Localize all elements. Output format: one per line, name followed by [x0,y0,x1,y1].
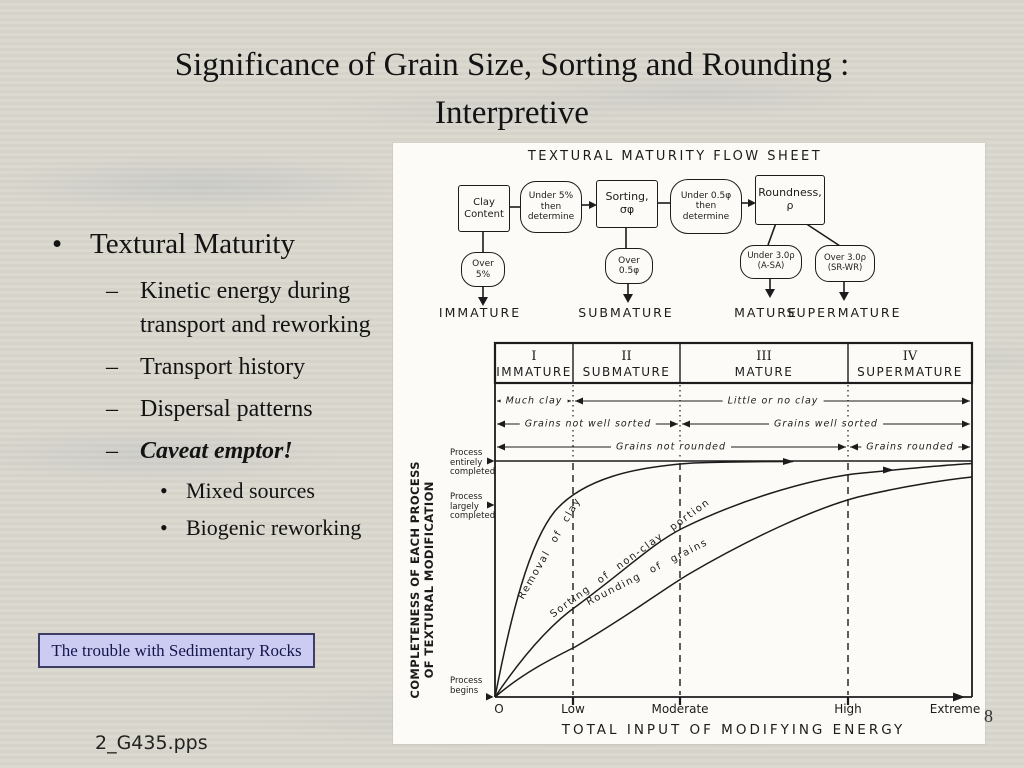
flow-decision-under-05phi: Under 0.5φ then determine [670,179,742,234]
flow-oval-under-3rho: Under 3.0ρ (A-SA) [740,245,802,279]
bullet-text: Caveat emptor! [140,438,293,465]
stage-column-3: III MATURE [680,344,848,383]
slide-title: Significance of Grain Size, Sorting and … [0,42,1024,137]
x-tick-low: Low [561,702,585,716]
x-tick-0: O [494,702,504,716]
y-annotation-largely-completed: Process largely completed [450,492,496,522]
stage-numeral: IV [902,348,918,364]
stage-numeral: II [621,348,632,364]
bullet-icon: • [52,228,63,260]
flow-oval-over-5pct: Over 5% [461,252,505,287]
footer-filename: 2_G435.pps [95,732,208,754]
flow-outcome-submature: SUBMATURE [578,305,674,320]
stage-numeral: I [531,348,537,364]
span-label-well-sorted: Grains well sorted [769,418,883,430]
bullet-icon: • [160,515,168,541]
figure-linework [478,199,974,705]
stage-column-2: II SUBMATURE [573,344,680,383]
bullet-icon: • [160,478,168,504]
title-line-1: Significance of Grain Size, Sorting and … [174,47,850,83]
flow-decision-under-5pct: Under 5% then determine [520,181,582,233]
callout-text: The trouble with Sedimentary Rocks [51,640,302,660]
bullet-item-caveat-emptor: – Caveat emptor! [52,434,402,468]
span-label-much-clay: Much clay [500,395,568,407]
bullet-text: Dispersal patterns [140,396,313,423]
flow-box-sorting: Sorting, σφ [596,180,658,228]
y-annotation-process-begins: Process begins [450,676,483,696]
bullet-item-dispersal-patterns: – Dispersal patterns [52,392,402,426]
bullet-text: Biogenic reworking [186,515,362,541]
bullet-text: Kinetic energy during transport and rewo… [140,278,371,339]
flow-box-roundness: Roundness, ρ [755,175,825,225]
textural-maturity-figure: TEXTURAL MATURITY FLOW SHEET Clay Conten… [393,143,985,744]
x-tick-extreme: Extreme [929,702,981,716]
dash-icon: – [106,278,118,304]
bullet-list: • Textural Maturity – Kinetic energy dur… [52,228,402,550]
span-label-not-sorted: Grains not well sorted [519,418,657,430]
bullet-item-kinetic-energy: – Kinetic energy during transport and re… [52,274,402,342]
stage-name: IMMATURE [496,364,572,379]
flow-oval-over-3rho: Over 3.0ρ (SR-WR) [815,245,875,282]
stage-name: SUBMATURE [582,364,671,379]
bullet-text: Transport history [140,354,306,381]
x-tick-moderate: Moderate [651,702,709,716]
bullet-item-biogenic-reworking: • Biogenic reworking [160,513,402,543]
y-axis-label: COMPLETENESS OF EACH PROCESS OF TEXTURAL… [408,461,436,699]
figure-title: TEXTURAL MATURITY FLOW SHEET [527,149,823,164]
dash-icon: – [106,354,118,381]
span-label-little-clay: Little or no clay [722,395,824,407]
x-axis-label: TOTAL INPUT OF MODIFYING ENERGY [561,722,906,738]
flow-box-clay-content: Clay Content [458,185,510,232]
span-label-not-rounded: Grains not rounded [611,441,731,453]
x-tick-high: High [834,702,862,716]
bullet-text: Mixed sources [186,478,315,504]
bullet-text: Textural Maturity [90,228,295,260]
flow-oval-over-05phi: Over 0.5φ [605,248,653,284]
stage-numeral: III [756,348,772,364]
callout-box: The trouble with Sedimentary Rocks [38,633,315,668]
y-annotation-entirely-completed: Process entirely completed [450,448,496,478]
stage-column-1: I IMMATURE [495,344,573,383]
stage-name: MATURE [734,364,794,379]
stage-column-4: IV SUPERMATURE [848,344,972,383]
bullet-item-transport-history: – Transport history [52,350,402,384]
flow-outcome-mature: MATURE [734,305,798,320]
dash-icon: – [106,438,118,465]
dash-icon: – [106,396,118,423]
page-number: 8 [984,706,993,726]
flow-outcome-supermature: SUPERMATURE [786,305,902,320]
bullet-item-mixed-sources: • Mixed sources [160,476,402,506]
title-line-2: Interpretive [435,94,589,131]
span-label-rounded: Grains rounded [861,441,959,453]
stage-name: SUPERMATURE [857,364,963,379]
flow-outcome-immature: IMMATURE [438,305,522,320]
bullet-item-textural-maturity: • Textural Maturity [52,228,402,261]
